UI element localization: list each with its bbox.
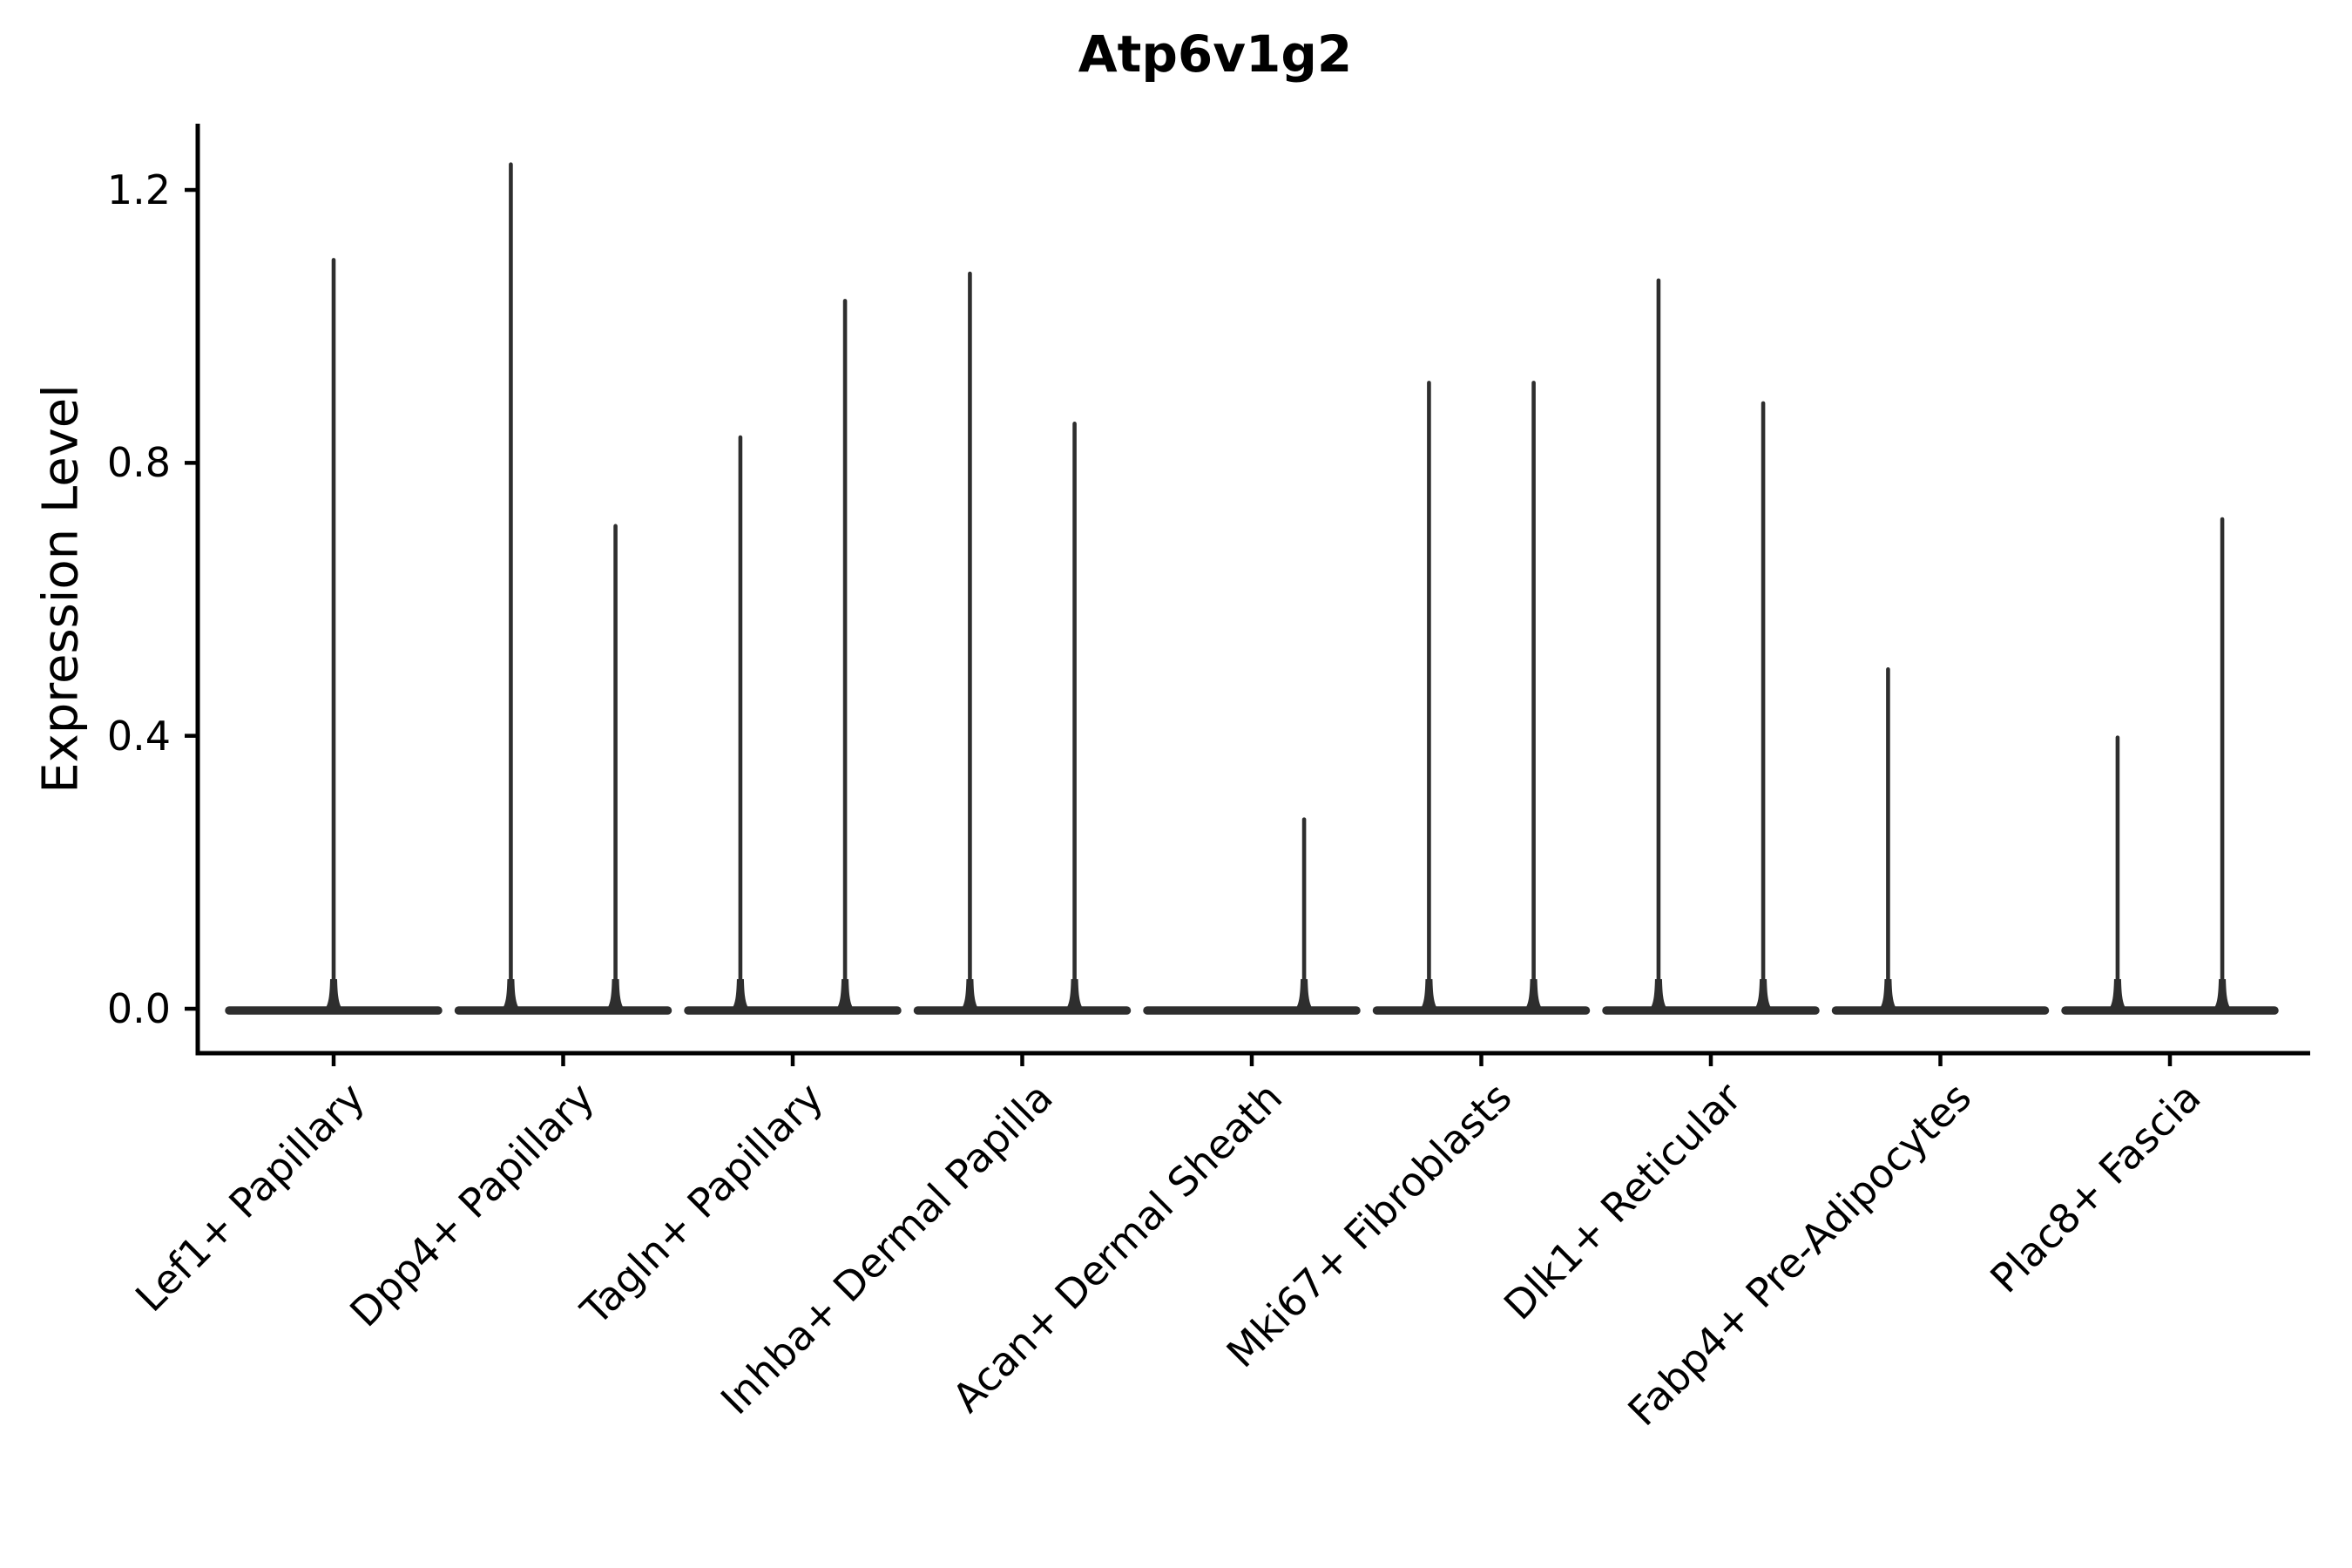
violin-spike-flare [1292,979,1317,1012]
violin-spike-flare [498,979,524,1012]
y-tick-label: 0.0 [106,985,171,1032]
violin-spike-flare [957,979,983,1012]
violin-spike-flare [2105,979,2130,1012]
chart-title: Atp6v1g2 [1078,24,1353,84]
violin-spike-flare [727,979,753,1012]
violin-spike-flare [1416,979,1442,1012]
violin-spike-flare [1876,979,1901,1012]
violin-spike-flare [2210,979,2235,1012]
violin-spike-flare [1751,979,1776,1012]
violin-spike-flare [1521,979,1546,1012]
violin-spike-flare [603,979,628,1012]
violin-spike-flare [1646,979,1671,1012]
violin-spike-flare [833,979,858,1012]
y-tick-label: 1.2 [106,166,171,214]
y-tick-label: 0.4 [106,712,171,760]
y-tick-label: 0.8 [106,439,171,487]
violin-spike-flare [321,979,346,1012]
violin-spike-flare [1062,979,1087,1012]
